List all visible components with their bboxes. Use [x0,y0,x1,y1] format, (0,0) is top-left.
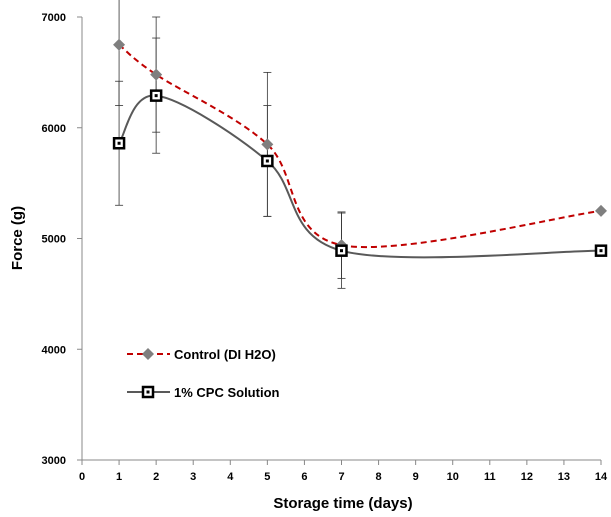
x-tick-label: 5 [264,471,270,483]
series-markers [112,38,608,257]
cpc-data-point-core [340,249,343,253]
x-tick-label: 14 [595,471,608,483]
y-axis-title: Force (g) [9,206,26,270]
y-tick-label: 4000 [42,344,66,356]
x-tick-label: 4 [227,471,234,483]
x-tick-label: 1 [116,471,122,483]
cpc-data-point-core [599,249,603,253]
x-tick-label: 2 [153,471,159,483]
y-tick-label: 7000 [42,12,66,24]
x-tick-label: 7 [338,471,344,483]
cpc-series-line [118,94,602,259]
x-tick-label: 8 [376,471,382,483]
y-tick-label: 6000 [42,123,66,135]
control-data-point [150,68,163,81]
control-data-point [595,204,607,217]
y-axis-ticks: 3000 4000 5000 6000 7000 [42,12,82,467]
control-data-point [261,138,274,151]
cpc-legend-label: 1% CPC Solution [174,385,280,400]
y-tick-label: 5000 [42,234,66,246]
legend: Control (DI H2O) 1% CPC Solution [127,347,280,400]
cpc-data-point-core [117,141,121,145]
x-tick-label: 13 [558,471,570,483]
x-tick-label: 0 [79,471,85,483]
x-tick-label: 11 [484,471,496,483]
y-tick-label: 3000 [42,455,66,467]
x-tick-label: 6 [301,471,307,483]
control-legend-marker [142,348,154,360]
x-axis-title: Storage time (days) [273,495,412,512]
series-lines [118,43,602,259]
x-tick-label: 9 [413,471,419,483]
error-bars [115,0,346,289]
cpc-data-point-core [265,159,269,163]
control-legend-label: Control (DI H2O) [174,347,276,362]
x-tick-label: 3 [190,471,196,483]
x-tick-label: 10 [447,471,459,483]
cpc-legend-marker-core [146,390,150,394]
control-series-line [118,43,602,249]
control-data-point [113,38,126,51]
cpc-data-point-core [154,94,158,98]
x-tick-label: 12 [521,471,533,483]
x-axis-ticks: 0 1 2 3 4 5 6 7 8 9 10 11 12 13 14 [79,460,608,483]
